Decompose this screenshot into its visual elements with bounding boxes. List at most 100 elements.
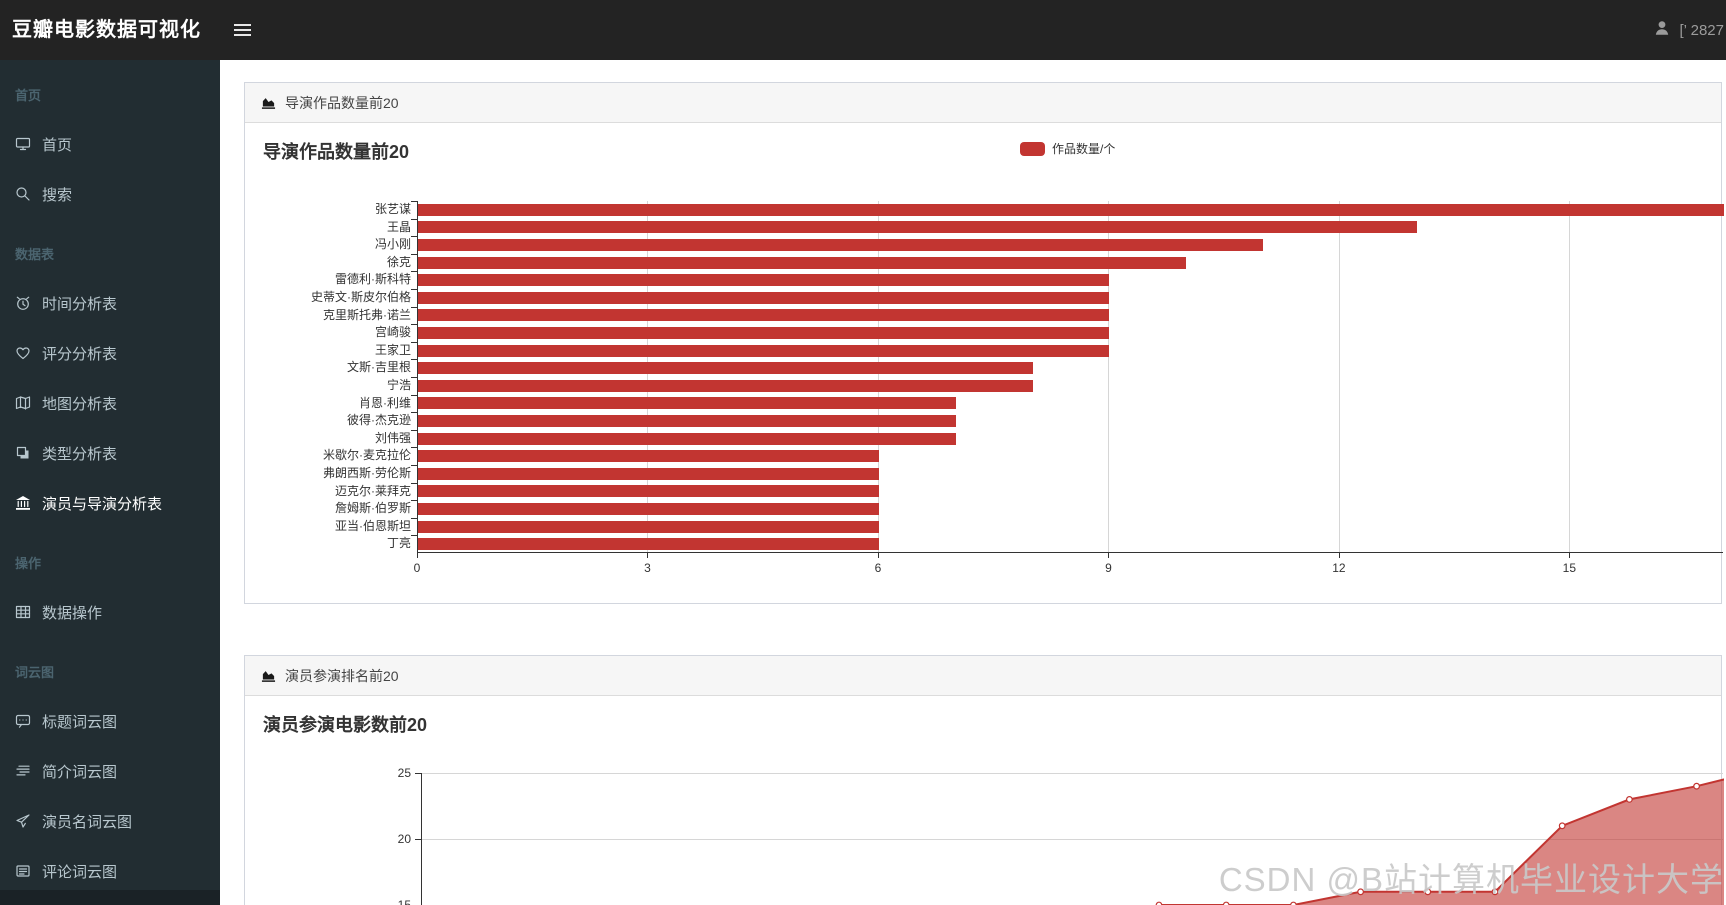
bar-category-label: 宁浩 [386, 378, 411, 392]
sidebar-item-title-wordcloud[interactable]: 标题词云图 [0, 696, 220, 746]
bar-category-label: 弗朗西斯·劳伦斯 [323, 466, 411, 480]
sidebar-item-data-operation[interactable]: 数据操作 [0, 587, 220, 637]
hamburger-icon[interactable] [232, 20, 254, 40]
bar[interactable] [418, 432, 956, 445]
bar[interactable] [418, 203, 1724, 216]
map-icon [15, 395, 31, 411]
bar-category-label: 雷德利·斯科特 [335, 272, 411, 287]
axis-tick [415, 773, 421, 774]
x-axis-tick-label: 12 [1332, 561, 1346, 575]
sidebar-item-actor-wordcloud[interactable]: 演员名词云图 [0, 796, 220, 846]
sidebar: 首页 首页 搜索 数据表 时间分析表 评分分析表 地图分析表 类型分析表 演员与导演分析表 操作数… [0, 60, 220, 905]
legend-label: 作品数量/个 [1052, 142, 1116, 156]
card-header: 导演作品数量前20 [245, 83, 1721, 123]
bar-category-label: 詹姆斯·伯罗斯 [335, 501, 411, 516]
axis-tick [1338, 553, 1340, 558]
y-axis-line [421, 773, 422, 905]
bar[interactable] [418, 485, 879, 498]
bar-chart-legend[interactable]: 作品数量/个 [1020, 140, 1115, 157]
bar[interactable] [418, 327, 1110, 339]
alarm-clock-icon [15, 295, 31, 311]
legend-swatch [1020, 141, 1045, 156]
category-axis-tick [411, 447, 417, 449]
sidebar-item-label: 标题词云图 [42, 713, 118, 731]
bar[interactable] [418, 239, 1264, 251]
gridline [1569, 201, 1571, 553]
sidebar-item-label: 数据操作 [42, 604, 103, 622]
sidebar-item-home[interactable]: 首页 [0, 119, 220, 169]
bar[interactable] [418, 467, 879, 480]
sidebar-item-label: 类型分析表 [42, 445, 118, 463]
data-point-marker[interactable] [1625, 796, 1633, 803]
bar[interactable] [418, 274, 1110, 287]
sidebar-item-intro-wordcloud[interactable]: 简介词云图 [0, 746, 220, 796]
sidebar-item-label: 评论词云图 [42, 863, 118, 881]
bar-category-label: 迈克尔·莱拜克 [335, 483, 411, 498]
bar-category-label: 史蒂文·斯皮尔伯格 [311, 290, 411, 304]
sidebar-item-actor-director-analysis[interactable]: 演员与导演分析表 [0, 478, 220, 528]
bar-category-label: 克里斯托弗·诺兰 [323, 307, 411, 322]
card-header: 演员参演排名前20 [245, 656, 1721, 696]
bar[interactable] [418, 520, 879, 533]
sidebar-item-label: 搜索 [42, 186, 73, 204]
category-axis-tick [411, 201, 417, 202]
sidebar-menu: 首页 首页 搜索 数据表 时间分析表 评分分析表 地图分析表 类型分析表 演员与导演分析表 操作数… [0, 60, 220, 896]
y-axis-tick-label: 20 [397, 832, 411, 846]
navbar-user-area[interactable]: [’ 2827 [1653, 0, 1724, 60]
bar[interactable] [418, 503, 879, 515]
sidebar-item-label: 时间分析表 [42, 295, 118, 313]
y-axis-line [417, 201, 418, 553]
bar[interactable] [418, 450, 879, 463]
data-point-marker[interactable] [1558, 822, 1566, 830]
axis-tick [877, 553, 879, 558]
bar[interactable] [418, 256, 1187, 269]
gridline [1108, 201, 1110, 553]
sidebar-item-time-analysis[interactable]: 时间分析表 [0, 278, 220, 328]
x-axis-tick-label: 3 [644, 561, 651, 575]
axis-tick [1108, 553, 1110, 558]
bar-chart-plot: 0 3 6 9 12 15 [411, 201, 1724, 575]
category-axis-tick [411, 306, 417, 308]
data-point-marker[interactable] [1357, 888, 1364, 896]
bar[interactable] [418, 344, 1110, 357]
bar[interactable] [418, 291, 1110, 304]
category-axis-tick [411, 482, 417, 484]
sidebar-item-label: 简介词云图 [42, 763, 118, 781]
y-axis-tick-label: 25 [397, 766, 411, 780]
bar-category-label: 米歇尔·麦克拉伦 [323, 448, 411, 463]
sidebar-section-header: 首页 [15, 88, 42, 103]
bar[interactable] [418, 362, 1033, 375]
category-axis-tick [411, 465, 417, 466]
x-axis-tick-label: 0 [413, 561, 421, 575]
x-axis-line [417, 552, 1723, 553]
bar[interactable] [418, 221, 1417, 234]
table-icon [15, 604, 31, 620]
bar[interactable] [418, 538, 879, 551]
bar[interactable] [418, 379, 1033, 392]
sidebar-item-rating-analysis[interactable]: 评分分析表 [0, 328, 220, 378]
align-left-icon [15, 763, 31, 779]
bar-category-label: 宫崎骏 [374, 325, 411, 340]
category-axis-tick [411, 429, 417, 431]
bar[interactable] [418, 397, 956, 410]
search-icon [15, 186, 31, 202]
data-point-marker[interactable] [1491, 888, 1499, 896]
category-axis-tick [411, 324, 417, 326]
category-axis-tick [411, 253, 417, 255]
data-point-marker[interactable] [1693, 782, 1700, 790]
sidebar-item-search[interactable]: 搜索 [0, 169, 220, 219]
bar[interactable] [418, 415, 956, 427]
sidebar-item-comment-wordcloud[interactable]: 评论词云图 [0, 846, 220, 896]
sidebar-item-genre-analysis[interactable]: 类型分析表 [0, 428, 220, 478]
category-axis-tick [411, 394, 417, 396]
y-axis-tick-label: 15 [397, 898, 411, 905]
bar[interactable] [418, 309, 1110, 322]
area-chart-svg [1155, 778, 1724, 905]
bar-category-label: 文斯·吉里根 [347, 360, 411, 375]
bank-icon [15, 495, 31, 511]
sidebar-section-header: 词云图 [15, 665, 55, 680]
main-content: 导演作品数量前20 导演作品数量前20 作品数量/个 张艺谋 王晶 冯小刚 徐克 雷德利… [220, 60, 1726, 905]
data-point-marker[interactable] [1424, 888, 1432, 896]
sidebar-item-map-analysis[interactable]: 地图分析表 [0, 378, 220, 428]
sidebar-item-label: 演员名词云图 [42, 813, 133, 831]
